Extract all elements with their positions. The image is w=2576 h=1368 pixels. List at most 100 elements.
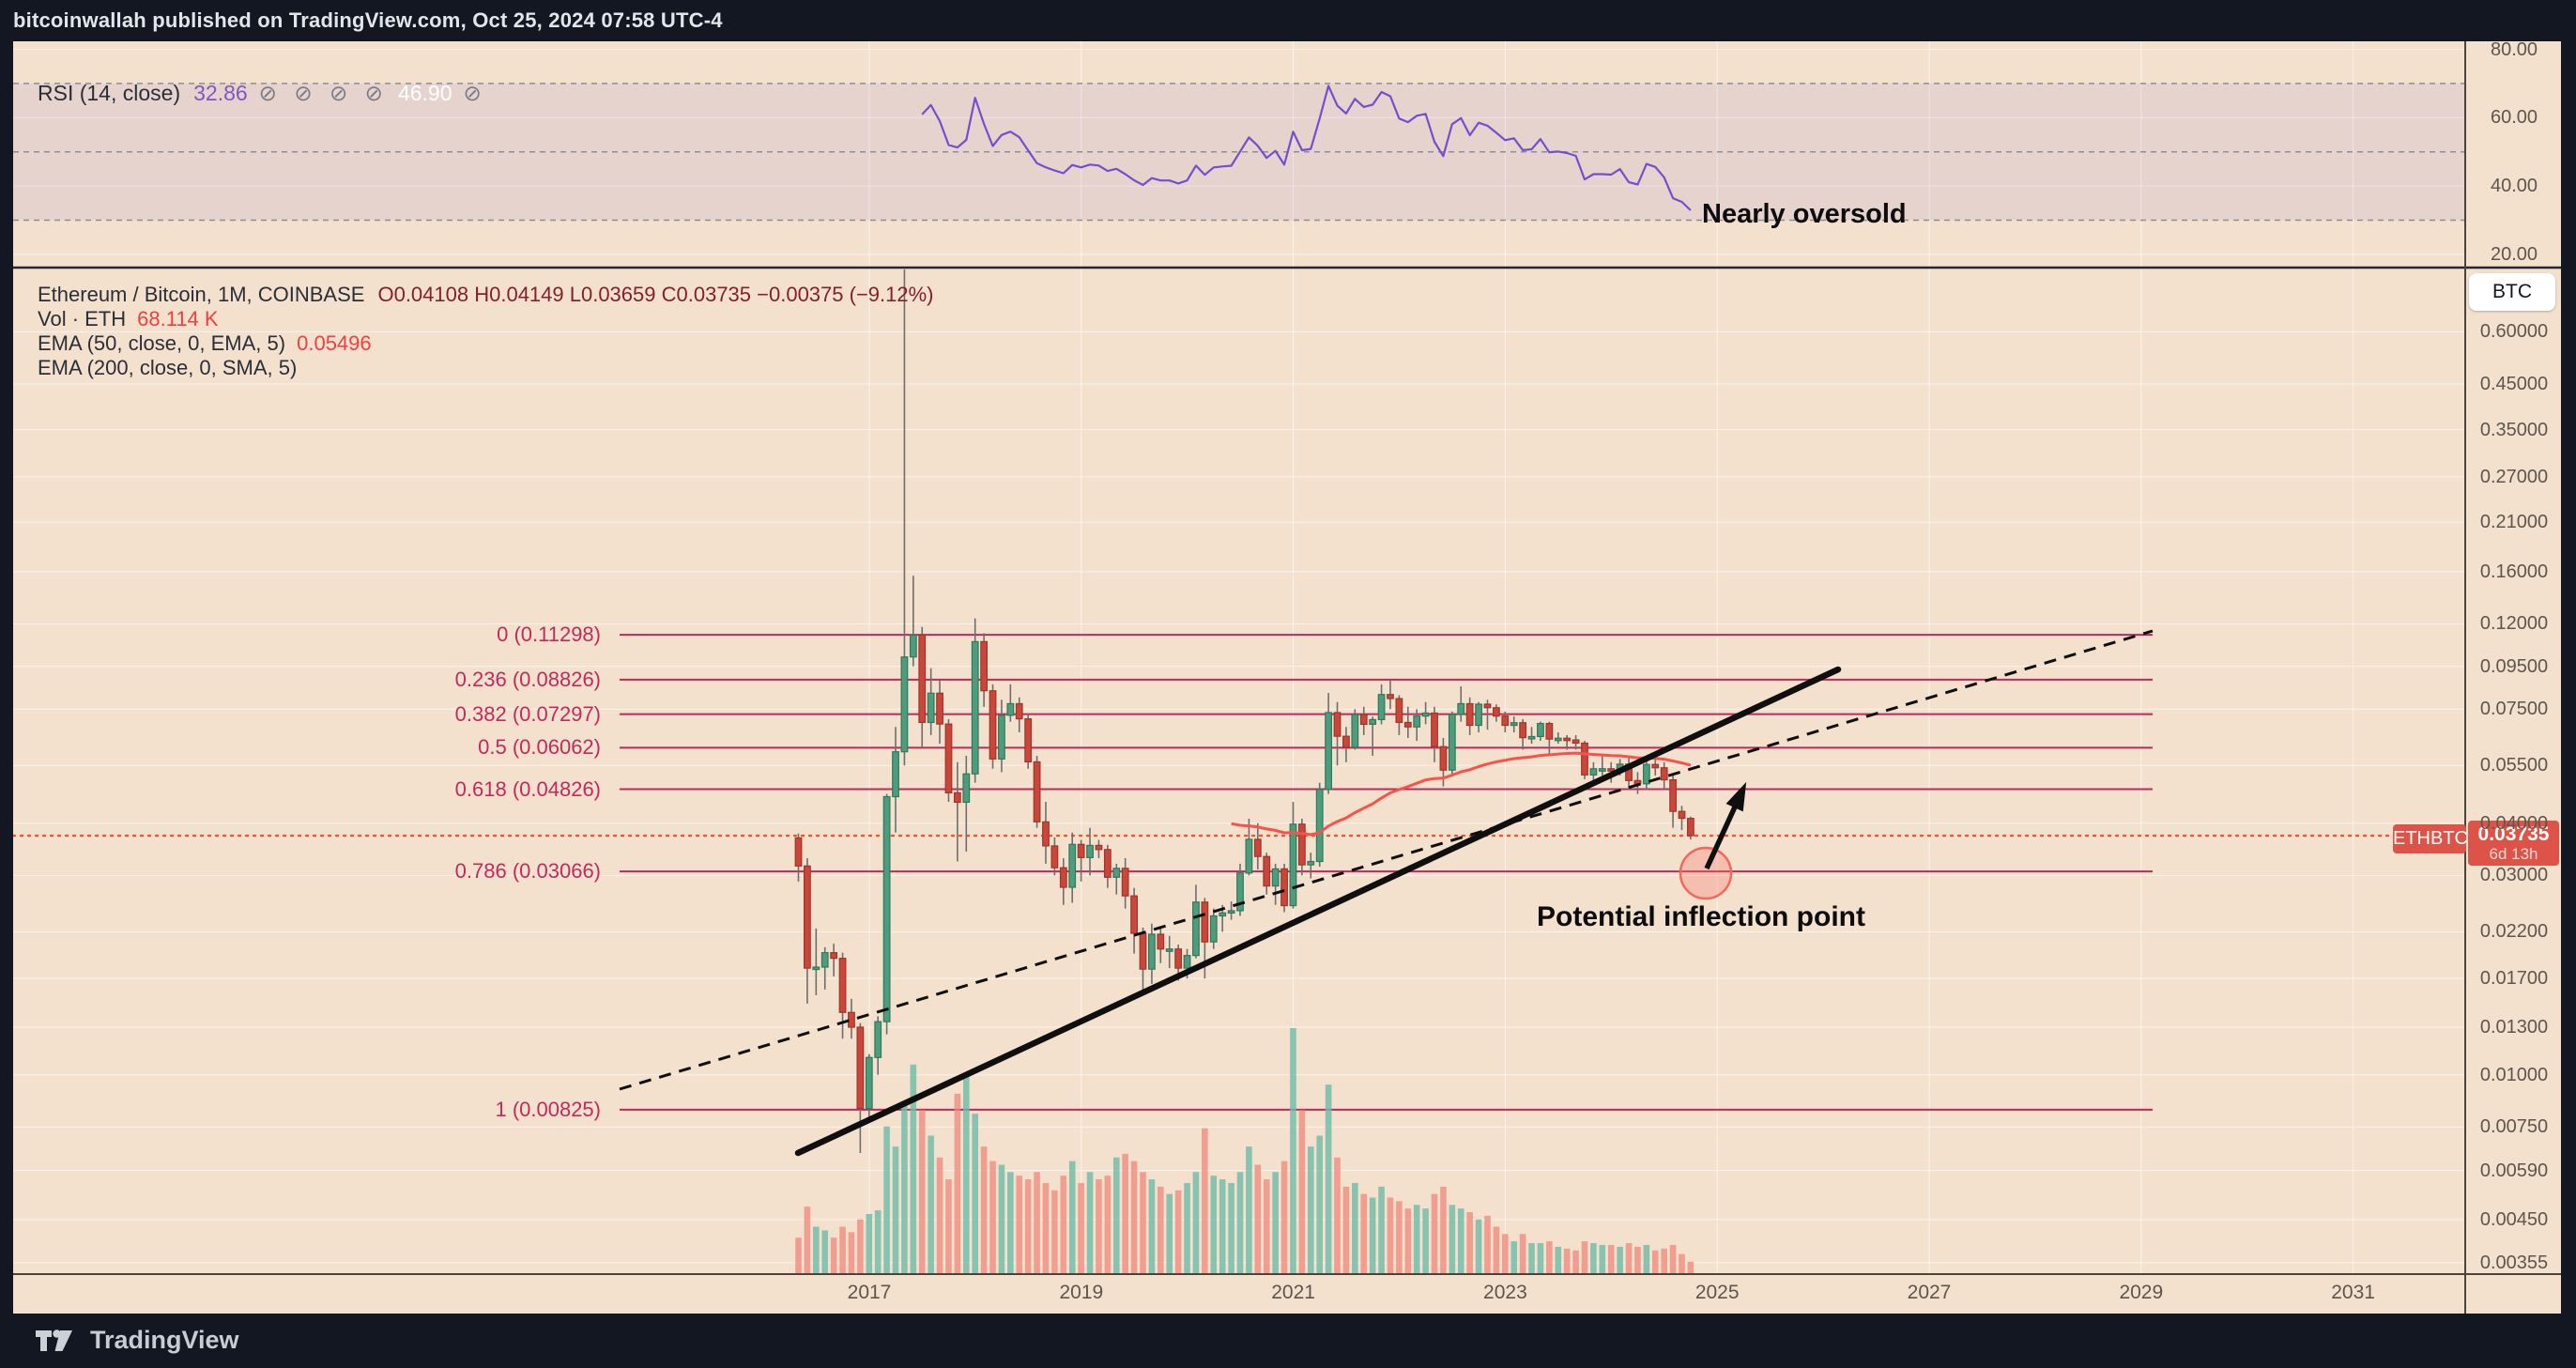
candle-body[interactable] xyxy=(1086,844,1094,858)
volume-series[interactable] xyxy=(795,1027,1694,1274)
candle-body[interactable] xyxy=(1050,845,1059,868)
candle-body[interactable] xyxy=(918,634,927,724)
candle-body[interactable] xyxy=(1421,712,1430,717)
candle-body[interactable] xyxy=(1042,821,1050,847)
candle-body[interactable] xyxy=(1581,742,1588,776)
candle-body[interactable] xyxy=(1651,763,1660,769)
candle-body[interactable] xyxy=(1297,823,1306,866)
candle-body[interactable] xyxy=(1209,915,1218,943)
candle-body[interactable] xyxy=(1033,761,1041,822)
candle-body[interactable] xyxy=(998,715,1005,760)
candle-body[interactable] xyxy=(1068,843,1077,888)
candle-body[interactable] xyxy=(1271,868,1280,887)
candle-body[interactable] xyxy=(1219,912,1227,917)
arrow-shaft[interactable] xyxy=(1704,796,1742,870)
candle-body[interactable] xyxy=(838,958,847,1013)
candle-body[interactable] xyxy=(892,751,899,798)
candle-body[interactable] xyxy=(1563,737,1572,742)
candle-body[interactable] xyxy=(1607,768,1616,772)
candle-body[interactable] xyxy=(1174,948,1183,969)
candle-body[interactable] xyxy=(1642,763,1650,785)
main-legend[interactable]: Ethereum / Bitcoin, 1M, COINBASE O0.04108… xyxy=(38,283,934,380)
candle-body[interactable] xyxy=(927,692,935,724)
candle-body[interactable] xyxy=(1263,855,1271,887)
candle-body[interactable] xyxy=(1103,849,1112,878)
rsi-line[interactable] xyxy=(921,85,1692,211)
candle-body[interactable] xyxy=(1280,868,1288,907)
candle-body[interactable] xyxy=(1157,933,1165,950)
candle-body[interactable] xyxy=(1024,718,1033,763)
candle-body[interactable] xyxy=(812,966,820,971)
candle-body[interactable] xyxy=(820,952,829,968)
candle-body[interactable] xyxy=(1448,714,1456,771)
candle-body[interactable] xyxy=(804,865,811,969)
candle-body[interactable] xyxy=(1545,722,1554,740)
candle-body[interactable] xyxy=(1492,707,1500,717)
candle-body[interactable] xyxy=(1669,778,1677,812)
candle-body[interactable] xyxy=(1660,767,1668,781)
candle-body[interactable] xyxy=(882,795,891,1022)
support-trendline[interactable] xyxy=(794,666,1842,1157)
candle-body[interactable] xyxy=(900,656,909,753)
unit-toggle-button[interactable]: BTC xyxy=(2469,273,2555,311)
candle-body[interactable] xyxy=(1457,702,1465,715)
candle-body[interactable] xyxy=(1598,768,1606,772)
candle-body[interactable] xyxy=(1307,860,1315,866)
inflection-circle[interactable] xyxy=(1679,846,1733,900)
candle-body[interactable] xyxy=(848,1011,855,1028)
candle-body[interactable] xyxy=(1678,810,1686,820)
candle-body[interactable] xyxy=(794,837,803,867)
ema50-row[interactable]: EMA (50, close, 0, EMA, 5) 0.05496 xyxy=(38,331,934,356)
candle-body[interactable] xyxy=(874,1021,882,1058)
candle-body[interactable] xyxy=(1139,932,1147,970)
ema50-line[interactable] xyxy=(1231,751,1692,837)
candle-body[interactable] xyxy=(1245,838,1253,874)
candle-body[interactable] xyxy=(1403,721,1412,728)
candle-body[interactable] xyxy=(1147,933,1156,970)
candle-body[interactable] xyxy=(1121,868,1129,897)
candle-body[interactable] xyxy=(1510,722,1518,727)
candle-body[interactable] xyxy=(1095,844,1103,851)
candle-body[interactable] xyxy=(1359,714,1368,726)
candle-body[interactable] xyxy=(1333,712,1342,737)
candle-body[interactable] xyxy=(1015,702,1023,720)
candle-body[interactable] xyxy=(1351,714,1359,748)
symbol-row[interactable]: Ethereum / Bitcoin, 1M, COINBASE O0.04108… xyxy=(38,283,934,307)
candle-body[interactable] xyxy=(1077,843,1085,858)
candle-body[interactable] xyxy=(1325,712,1333,791)
candle-body[interactable] xyxy=(1377,694,1386,721)
candle-body[interactable] xyxy=(1483,703,1492,709)
candle-body[interactable] xyxy=(1342,735,1350,748)
chart-background[interactable] xyxy=(13,41,2561,1314)
candle-body[interactable] xyxy=(1413,715,1421,728)
candle-body[interactable] xyxy=(980,640,989,692)
candle-body[interactable] xyxy=(1253,838,1262,857)
candle-body[interactable] xyxy=(1527,735,1536,740)
candle-body[interactable] xyxy=(1501,715,1510,727)
candle-body[interactable] xyxy=(971,640,979,775)
candle-body[interactable] xyxy=(1431,712,1438,747)
candle-body[interactable] xyxy=(1201,901,1209,943)
volume-row[interactable]: Vol · ETH 68.114 K xyxy=(38,307,934,331)
candle-body[interactable] xyxy=(1236,872,1244,912)
candle-body[interactable] xyxy=(1537,722,1544,738)
candle-body[interactable] xyxy=(1395,698,1403,724)
candle-body[interactable] xyxy=(1227,910,1235,915)
candle-body[interactable] xyxy=(1589,768,1598,776)
candle-body[interactable] xyxy=(1687,818,1694,837)
candle-body[interactable] xyxy=(909,634,917,658)
candle-body[interactable] xyxy=(1465,702,1474,727)
candle-body[interactable] xyxy=(962,773,971,804)
candle-body[interactable] xyxy=(1554,737,1562,742)
candle-body[interactable] xyxy=(1519,722,1527,739)
candle-body[interactable] xyxy=(936,692,943,725)
candle-body[interactable] xyxy=(1006,702,1015,716)
candle-body[interactable] xyxy=(856,1026,865,1110)
candle-body[interactable] xyxy=(1289,823,1297,907)
rsi-pane[interactable] xyxy=(13,83,2465,222)
candle-body[interactable] xyxy=(989,690,997,760)
candle-body[interactable] xyxy=(1369,718,1377,726)
candle-body[interactable] xyxy=(1183,955,1191,969)
candle-body[interactable] xyxy=(1165,948,1173,952)
